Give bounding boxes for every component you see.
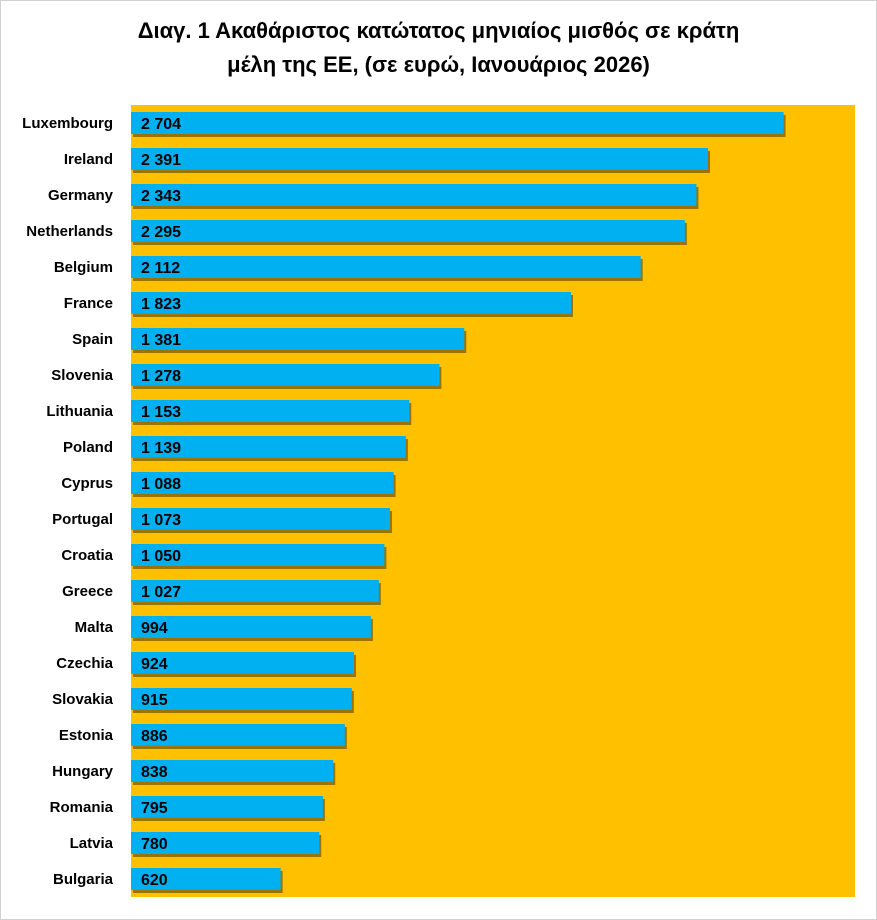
category-label: Luxembourg <box>22 115 113 132</box>
bar <box>131 184 697 206</box>
data-label: 2 343 <box>141 188 181 205</box>
data-label: 780 <box>141 836 168 853</box>
category-label: Germany <box>48 187 114 204</box>
bar <box>131 400 410 422</box>
category-label: Croatia <box>61 547 113 564</box>
bar <box>131 508 390 530</box>
bar <box>131 436 406 458</box>
data-label: 1 088 <box>141 476 181 493</box>
bar <box>131 292 571 314</box>
category-label: Lithuania <box>46 403 113 420</box>
bar <box>131 580 379 602</box>
data-label: 1 823 <box>141 296 181 313</box>
category-label: Bulgaria <box>53 871 114 888</box>
category-label: Slovakia <box>52 691 114 708</box>
chart-title-line2: μέλη της ΕΕ, (σε ευρώ, Ιανουάριος 2026) <box>227 52 650 77</box>
data-label: 2 295 <box>141 224 181 241</box>
data-label: 838 <box>141 764 168 781</box>
category-label: Romania <box>50 799 114 816</box>
data-label: 2 704 <box>141 116 181 133</box>
category-label: Spain <box>72 331 113 348</box>
data-label: 2 112 <box>141 260 180 277</box>
data-label: 886 <box>141 728 168 745</box>
bar <box>131 148 709 170</box>
chart-title-line1: Διαγ. 1 Ακαθάριστος κατώτατος μηνιαίος μ… <box>137 18 740 43</box>
data-label: 1 050 <box>141 548 181 565</box>
data-label: 1 278 <box>141 368 181 385</box>
bar <box>131 256 641 278</box>
bar <box>131 544 385 566</box>
bar <box>131 364 440 386</box>
data-label: 1 381 <box>141 332 181 349</box>
category-label: Latvia <box>70 835 114 852</box>
data-label: 620 <box>141 872 168 889</box>
bar <box>131 652 354 674</box>
bar <box>131 832 320 854</box>
category-label: Czechia <box>56 655 113 672</box>
bar <box>131 616 371 638</box>
data-label: 795 <box>141 800 168 817</box>
category-label: France <box>64 295 113 312</box>
data-label: 915 <box>141 692 168 709</box>
bar <box>131 472 394 494</box>
chart-title: Διαγ. 1 Ακαθάριστος κατώτατος μηνιαίος μ… <box>0 14 877 82</box>
data-label: 1 139 <box>141 440 181 457</box>
bar <box>131 688 352 710</box>
category-label: Portugal <box>52 511 113 528</box>
data-label: 994 <box>141 620 168 637</box>
category-label: Cyprus <box>61 475 113 492</box>
bar <box>131 724 345 746</box>
bar <box>131 112 784 134</box>
data-label: 924 <box>141 656 168 673</box>
category-label: Greece <box>62 583 113 600</box>
data-label: 2 391 <box>141 152 181 169</box>
category-label: Poland <box>63 439 113 456</box>
category-label: Slovenia <box>51 367 113 384</box>
bar <box>131 796 323 818</box>
category-label: Malta <box>75 619 114 636</box>
data-label: 1 153 <box>141 404 181 421</box>
category-label: Hungary <box>52 763 114 780</box>
category-label: Estonia <box>59 727 114 744</box>
category-label: Ireland <box>64 151 113 168</box>
bar <box>131 328 465 350</box>
bar <box>131 868 281 890</box>
bar <box>131 220 685 242</box>
data-label: 1 027 <box>141 584 181 601</box>
category-label: Netherlands <box>26 223 113 240</box>
bar <box>131 760 334 782</box>
data-label: 1 073 <box>141 512 181 529</box>
category-label: Belgium <box>54 259 113 276</box>
